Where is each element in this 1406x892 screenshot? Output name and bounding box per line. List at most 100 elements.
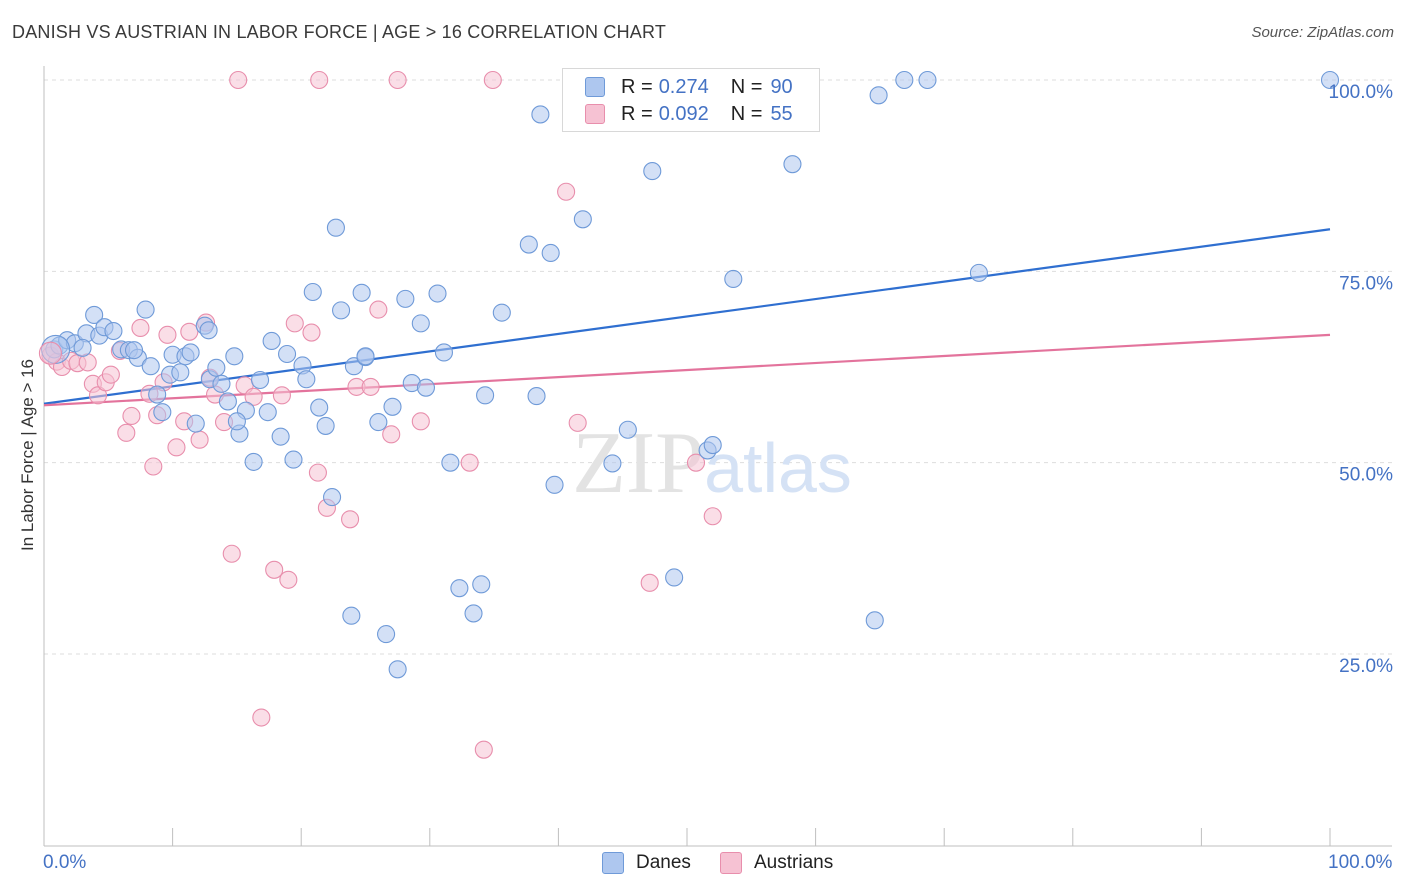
dane-point-35 <box>284 450 303 469</box>
austrian-point-35 <box>285 314 304 333</box>
dane-point-24 <box>212 374 231 393</box>
dane-point-65 <box>527 387 546 406</box>
legend-row-austrians: R = 0.092 N = 55 <box>585 102 793 126</box>
austrian-point-21 <box>180 322 199 341</box>
austrian-point-51 <box>568 413 587 432</box>
austrian-point-43 <box>369 300 388 319</box>
austrian-point-33 <box>272 386 291 405</box>
dane-point-8 <box>104 321 123 341</box>
dane-point-52 <box>396 289 415 308</box>
dane-point-43 <box>332 301 351 320</box>
dane-point-89 <box>73 338 92 357</box>
dane-point-77 <box>783 155 802 174</box>
austrian-point-52 <box>640 573 659 592</box>
source-credit: Source: ZipAtlas.com <box>1251 24 1394 41</box>
dane-point-44 <box>342 606 361 625</box>
austrians-legend-label: Austrians <box>754 852 834 873</box>
austrian-point-18 <box>158 325 177 344</box>
dane-point-70 <box>603 454 622 473</box>
dane-point-72 <box>643 162 662 181</box>
legend-item-danes: Danes <box>602 852 691 874</box>
y-tick-label-3: 100.0% <box>1329 82 1394 103</box>
dane-point-38 <box>303 282 322 302</box>
austrian-point-9 <box>101 365 120 384</box>
austrian-point-42 <box>310 70 329 90</box>
dane-point-12 <box>136 300 155 319</box>
dane-point-66 <box>531 105 550 124</box>
dane-point-25 <box>218 392 237 411</box>
austrian-point-22 <box>190 430 209 449</box>
r-value: 0.274 <box>658 75 709 98</box>
x-tick-label-min: 0.0% <box>43 852 87 873</box>
dane-point-79 <box>869 86 888 105</box>
r-value: 0.092 <box>658 102 709 125</box>
axes <box>43 66 1392 847</box>
austrian-point-12 <box>122 406 141 426</box>
grid-lines <box>44 79 1392 655</box>
legend-row-danes: R = 0.274 N = 90 <box>585 75 793 99</box>
stats-legend: R = 0.274 N = 90 R = 0.092 N = 55 <box>562 68 820 132</box>
dane-point-31 <box>258 403 277 422</box>
dane-point-20 <box>186 414 205 433</box>
dane-point-57 <box>434 343 453 362</box>
dane-point-40 <box>316 416 335 435</box>
dane-point-67 <box>541 243 560 263</box>
dane-point-55 <box>416 378 435 397</box>
austrian-point-39 <box>341 510 360 529</box>
austrian-point-37 <box>308 463 327 482</box>
dane-point-80 <box>895 70 914 90</box>
dane-point-71 <box>618 420 637 439</box>
dane-point-49 <box>377 625 396 644</box>
data-points <box>38 70 1340 759</box>
dane-point-13 <box>141 357 160 376</box>
dane-point-85 <box>199 321 218 340</box>
austrian-cluster-point <box>38 341 62 365</box>
dane-point-83 <box>1320 70 1340 90</box>
y-tick-label-1: 50.0% <box>1339 465 1393 486</box>
austrian-point-54 <box>703 507 722 526</box>
chart-title: DANISH VS AUSTRIAN IN LABOR FORCE | AGE … <box>12 22 667 42</box>
dane-point-76 <box>724 269 743 289</box>
austrian-point-50 <box>557 182 576 201</box>
y-tick-label-0: 25.0% <box>1339 656 1393 677</box>
dane-point-62 <box>476 386 495 405</box>
dane-point-51 <box>388 660 407 679</box>
danes-legend-swatch <box>602 852 624 874</box>
austrian-point-11 <box>117 423 136 442</box>
watermark: ZIPatlas <box>572 415 852 512</box>
austrians-legend-swatch <box>720 852 742 874</box>
dane-point-32 <box>262 331 281 351</box>
austrian-point-41 <box>361 377 380 396</box>
dane-point-5 <box>85 305 104 325</box>
dane-point-88 <box>124 341 144 360</box>
dane-point-33 <box>271 427 290 446</box>
dane-point-60 <box>464 604 483 623</box>
n-label: N = <box>730 75 763 98</box>
dane-point-58 <box>441 453 460 472</box>
dane-point-46 <box>352 283 371 302</box>
dane-point-84 <box>356 347 375 366</box>
austrians-swatch <box>585 104 605 124</box>
trend-lines <box>43 228 1331 407</box>
dane-point-69 <box>573 210 592 229</box>
dane-point-56 <box>428 284 447 303</box>
austrian-point-48 <box>474 740 493 759</box>
dane-point-86 <box>153 403 172 422</box>
dane-point-19 <box>181 343 200 362</box>
n-label: N = <box>730 102 763 125</box>
dane-point-14 <box>148 385 167 404</box>
dane-point-39 <box>310 398 329 417</box>
austrian-point-13 <box>131 318 150 338</box>
danes-trend-line <box>43 228 1331 405</box>
austrian-point-47 <box>460 453 479 472</box>
danes-legend-label: Danes <box>636 852 691 873</box>
austrian-point-36 <box>302 323 321 342</box>
austrian-point-44 <box>388 70 407 90</box>
series-legend: Danes Austrians <box>0 852 1406 878</box>
austrians-trend-line <box>43 333 1331 407</box>
dane-point-50 <box>383 397 402 416</box>
dane-point-17 <box>171 363 190 382</box>
dane-point-87 <box>227 412 246 431</box>
dane-point-30 <box>250 370 270 390</box>
